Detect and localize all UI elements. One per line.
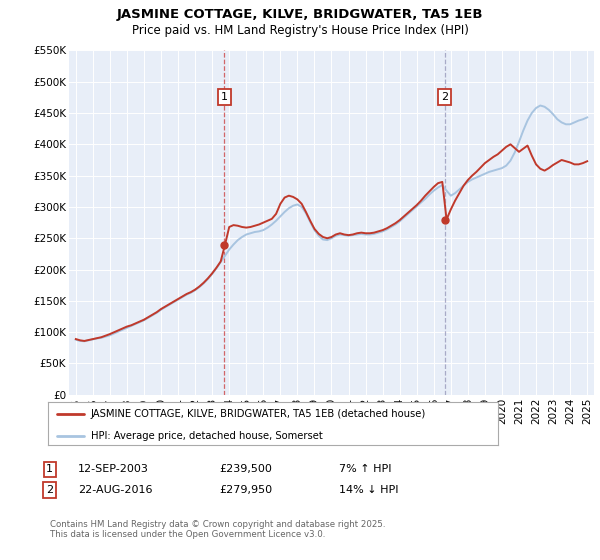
Text: Contains HM Land Registry data © Crown copyright and database right 2025.
This d: Contains HM Land Registry data © Crown c…	[50, 520, 385, 539]
Text: 14% ↓ HPI: 14% ↓ HPI	[339, 485, 398, 495]
Text: 1: 1	[221, 92, 228, 102]
Text: 1: 1	[46, 464, 53, 474]
Text: £279,950: £279,950	[219, 485, 272, 495]
Text: 2: 2	[441, 92, 448, 102]
Text: HPI: Average price, detached house, Somerset: HPI: Average price, detached house, Some…	[91, 431, 323, 441]
Text: 22-AUG-2016: 22-AUG-2016	[78, 485, 152, 495]
Text: £239,500: £239,500	[219, 464, 272, 474]
Text: 7% ↑ HPI: 7% ↑ HPI	[339, 464, 391, 474]
Text: Price paid vs. HM Land Registry's House Price Index (HPI): Price paid vs. HM Land Registry's House …	[131, 24, 469, 36]
Text: JASMINE COTTAGE, KILVE, BRIDGWATER, TA5 1EB (detached house): JASMINE COTTAGE, KILVE, BRIDGWATER, TA5 …	[91, 409, 426, 419]
Text: 12-SEP-2003: 12-SEP-2003	[78, 464, 149, 474]
Text: JASMINE COTTAGE, KILVE, BRIDGWATER, TA5 1EB: JASMINE COTTAGE, KILVE, BRIDGWATER, TA5 …	[117, 8, 483, 21]
Text: 2: 2	[46, 485, 53, 495]
